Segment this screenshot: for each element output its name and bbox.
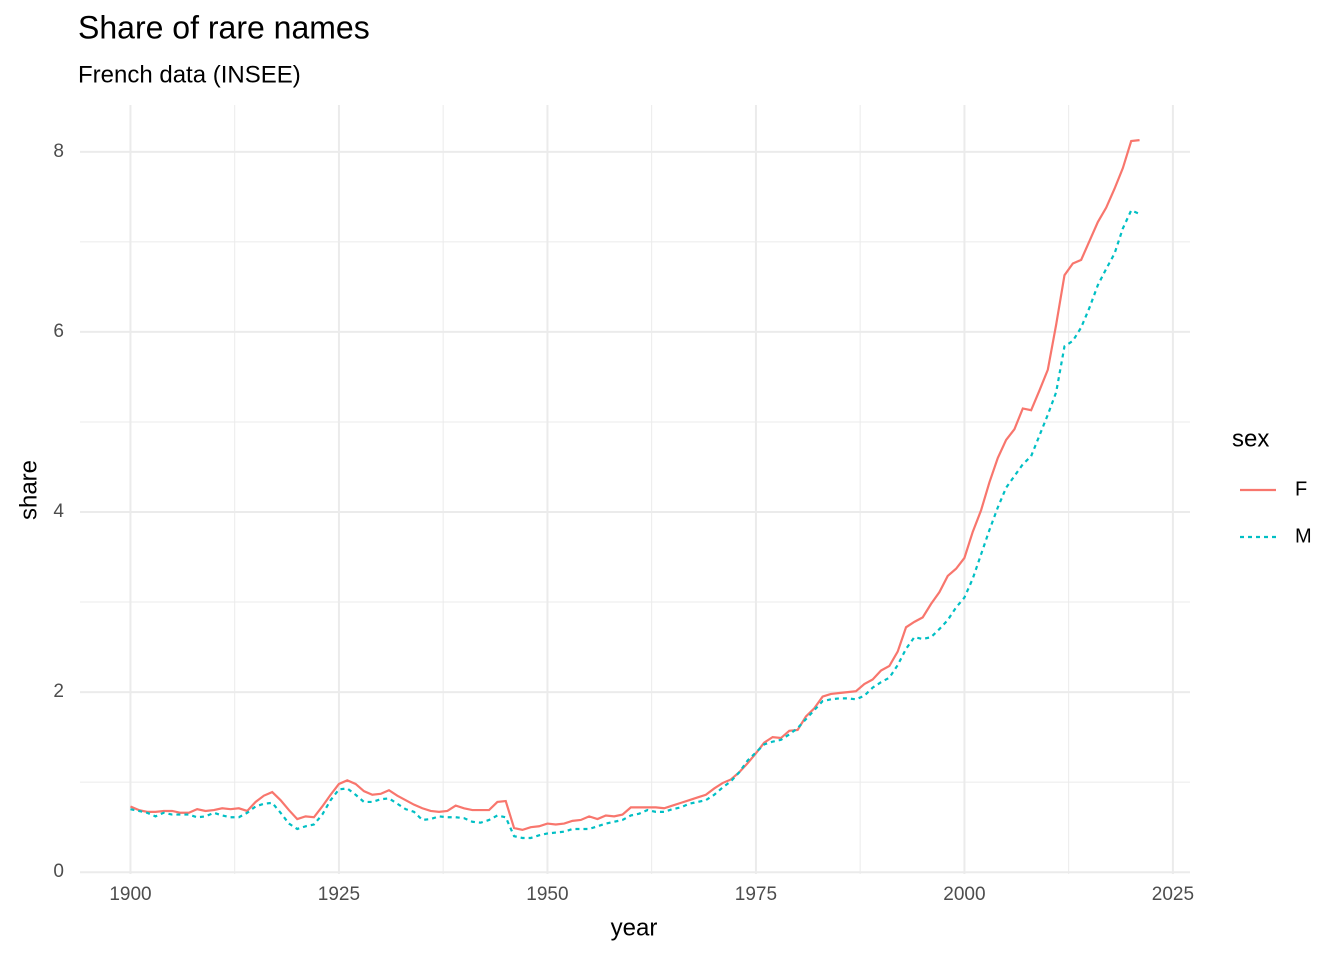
y-tick-label: 4 xyxy=(53,501,64,522)
data-line xyxy=(130,208,1140,840)
legend-label: M xyxy=(1295,525,1312,547)
chart-subtitle: French data (INSEE) xyxy=(78,61,301,88)
legend-title: sex xyxy=(1232,425,1269,452)
x-axis-title: year xyxy=(611,914,658,941)
x-tick-label: 1975 xyxy=(735,884,777,905)
x-tick-label: 2025 xyxy=(1152,884,1194,905)
y-axis-title: share xyxy=(15,460,42,520)
chart-title: Share of rare names xyxy=(78,9,370,45)
data-line xyxy=(130,139,1140,832)
x-tick-label: 1900 xyxy=(109,884,151,905)
y-tick-label: 6 xyxy=(53,321,64,342)
legend-label: F xyxy=(1295,478,1307,500)
y-tick-label: 2 xyxy=(53,681,64,702)
y-tick-label: 0 xyxy=(53,861,64,882)
y-tick-label: 8 xyxy=(53,141,64,162)
x-tick-label: 1950 xyxy=(526,884,568,905)
x-tick-label: 1925 xyxy=(318,884,360,905)
x-tick-label: 2000 xyxy=(943,884,985,905)
